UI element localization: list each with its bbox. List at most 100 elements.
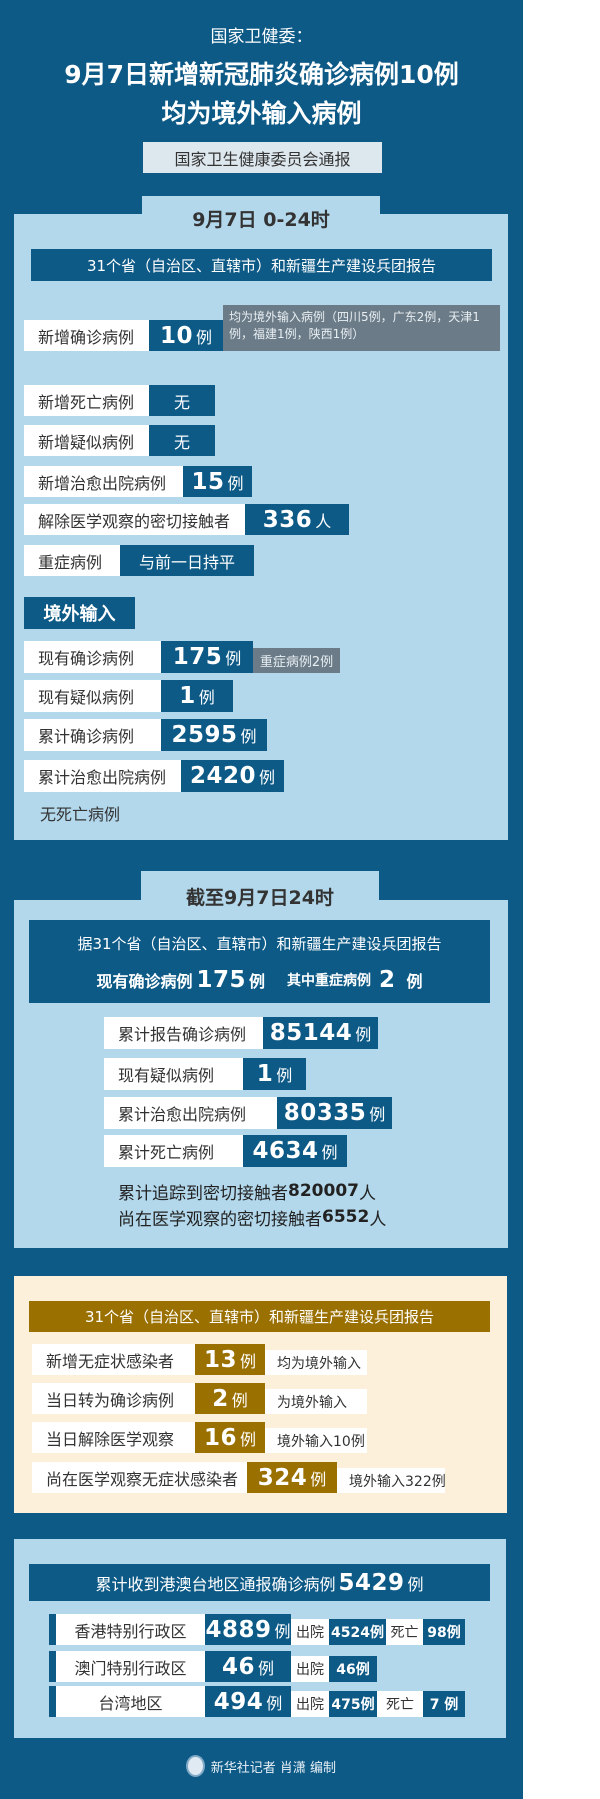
cumulative-row-3-value: 4634 例 — [243, 1135, 347, 1167]
hmt-discharged-label-2-text: 出院 — [296, 1697, 324, 1713]
asymptomatic-row-0-label-text: 新增无症状感染者 — [46, 1351, 175, 1371]
new-confirmed-label: 新增确诊病例 — [24, 320, 149, 351]
current-value: 175 — [196, 967, 246, 993]
asymptomatic-row-3-value-number: 324 — [257, 1464, 308, 1491]
cumulative-row-2-label: 累计治愈出院病例 — [104, 1097, 277, 1129]
daily-row-4-value-unit: 人 — [315, 511, 332, 531]
hmt-bar-text: 累计收到港澳台地区通报确诊病例 — [95, 1574, 336, 1594]
daily-row-3-value: 15 例 — [183, 466, 252, 497]
import-row-3-value-unit: 例 — [259, 768, 276, 787]
import-row-2-value-number: 2595 — [171, 722, 238, 748]
daily-row-4-label-text: 解除医学观察的密切接触者 — [38, 511, 231, 531]
hmt-discharged-0: 4524例 — [329, 1619, 386, 1645]
daily-row-2-value-number: 无 — [173, 432, 190, 452]
new-confirmed-note-text: 均为境外输入病例（四川5例，广东2例，天津1例，福建1例，陕西1例） — [229, 310, 480, 341]
asymptomatic-row-3-value-unit: 例 — [310, 1469, 327, 1489]
asymptomatic-row-0-value-unit: 例 — [240, 1351, 257, 1371]
current-label: 现有确诊病例 — [96, 972, 193, 991]
traced-text: 累计追踪到密切接触者 — [118, 1183, 288, 1204]
cumulative-row-0-value-unit: 例 — [355, 1025, 372, 1044]
import-row-0-value-number: 175 — [172, 644, 223, 670]
daily-row-5-value-number: 与前一日持平 — [138, 552, 235, 572]
daily-row-4-value-number: 336 — [262, 506, 313, 533]
hmt-region-2-text: 台湾地区 — [98, 1693, 163, 1713]
import-row-0-label: 现有确诊病例 — [24, 641, 161, 673]
asymptomatic-note-2-text: 境外输入10例 — [277, 1433, 365, 1450]
import-row-1-value-unit: 例 — [198, 688, 215, 707]
asymptomatic-row-2-value: 16 例 — [195, 1422, 265, 1453]
hmt-discharged-label-2: 出院 — [291, 1691, 329, 1717]
source-label-text: 国家卫生健康委员会通报 — [174, 149, 351, 169]
hmt-row-stripe — [49, 1686, 56, 1717]
asymptomatic-row-1-label: 当日转为确诊病例 — [32, 1383, 195, 1414]
hmt-region-1-text: 澳门特别行政区 — [74, 1658, 187, 1678]
daily-row-1-value-number: 无 — [173, 392, 190, 412]
new-confirmed-label-text: 新增确诊病例 — [38, 327, 135, 347]
hmt-region-0-text: 香港特别行政区 — [74, 1621, 187, 1641]
hmt-region-2: 台湾地区 — [56, 1686, 205, 1717]
hmt-bar-value: 5429 — [338, 1569, 405, 1596]
severe-label: 其中重症病例 — [287, 973, 371, 989]
hmt-value-number: 494 — [213, 1688, 264, 1715]
daily-report-bar-text: 31个省（自治区、直辖市）和新疆生产建设兵团报告 — [86, 256, 437, 275]
hmt-discharged-0-text: 4524例 — [331, 1625, 384, 1641]
cumulative-row-3-value-unit: 例 — [321, 1143, 338, 1162]
header-kicker: 国家卫健委： — [0, 20, 523, 48]
import-heading: 境外输入 — [24, 597, 135, 629]
daily-report-bar: 31个省（自治区、直辖市）和新疆生产建设兵团报告 — [31, 249, 492, 281]
daily-row-3-label-text: 新增治愈出院病例 — [38, 473, 167, 493]
daily-row-3-value-number: 15 — [191, 468, 225, 495]
asymptomatic-note-3-text: 境外输入322例 — [349, 1473, 446, 1490]
cumulative-row-3-label-text: 累计死亡病例 — [118, 1143, 215, 1162]
asymptomatic-row-1-label-text: 当日转为确诊病例 — [46, 1390, 175, 1410]
daily-tab — [142, 196, 380, 216]
import-row-1-label: 现有疑似病例 — [24, 680, 161, 712]
asymptomatic-row-2-value-number: 16 — [203, 1424, 237, 1451]
hmt-discharged-1-text: 46例 — [336, 1662, 370, 1678]
cumulative-row-1-label-text: 现有疑似病例 — [118, 1066, 215, 1085]
daily-row-5-label: 重症病例 — [24, 545, 120, 576]
asymptomatic-row-1-value-number: 2 — [212, 1385, 229, 1412]
import-row-0-label-text: 现有确诊病例 — [38, 649, 135, 668]
cumulative-tab-title: 截至9月7日24时 — [141, 880, 379, 912]
daily-row-4-value: 336 人 — [245, 504, 349, 535]
asymptomatic-row-0-value-number: 13 — [203, 1346, 237, 1373]
daily-row-2-value: 无 — [149, 425, 215, 456]
asymptomatic-note-3: 境外输入322例 — [337, 1468, 446, 1493]
import-severe-note-text: 重症病例2例 — [259, 655, 334, 670]
severe-unit: 例 — [406, 972, 423, 991]
daily-row-1-value: 无 — [149, 385, 215, 416]
current-unit: 例 — [248, 972, 265, 991]
hmt-discharged-1: 46例 — [329, 1656, 377, 1682]
cumulative-row-2-value-number: 80335 — [283, 1100, 367, 1126]
cumulative-row-0-label: 累计报告确诊病例 — [104, 1017, 263, 1049]
hmt-region-1: 澳门特别行政区 — [56, 1651, 205, 1682]
new-confirmed-value-number: 10 — [159, 322, 193, 349]
hmt-discharged-label-1-text: 出院 — [296, 1662, 324, 1678]
page-title-line2-text: 均为境外输入病例 — [161, 99, 362, 128]
asymptomatic-row-2-value-unit: 例 — [240, 1429, 257, 1449]
hmt-deaths-label-0: 死亡 — [386, 1619, 423, 1645]
cumulative-row-0-value: 85144 例 — [263, 1017, 378, 1049]
cumulative-bar-line1-text: 据31个省（自治区、直辖市）和新疆生产建设兵团报告 — [77, 934, 442, 953]
hmt-deaths-label-2: 死亡 — [377, 1691, 423, 1717]
cumulative-bar — [29, 920, 490, 1003]
hmt-discharged-label-1: 出院 — [291, 1656, 329, 1682]
hmt-deaths-2-text: 7 例 — [429, 1697, 459, 1713]
import-row-2-value-unit: 例 — [240, 727, 257, 746]
hmt-discharged-2-text: 475例 — [331, 1697, 375, 1713]
infographic: 国家卫健委： 9月7日新增新冠肺炎确诊病例10例 均为境外输入病例 国家卫生健康委员会… — [0, 0, 523, 1799]
asymptomatic-note-0-text: 均为境外输入 — [277, 1355, 361, 1372]
cumulative-row-1-value-number: 1 — [256, 1061, 274, 1087]
asymptomatic-row-2-label: 当日解除医学观察 — [32, 1422, 195, 1453]
asymptomatic-note-1: 为境外输入 — [265, 1389, 367, 1414]
daily-row-3-value-unit: 例 — [227, 473, 244, 493]
cumulative-row-1-label: 现有疑似病例 — [104, 1058, 243, 1090]
asymptomatic-row-0-value: 13 例 — [195, 1344, 265, 1375]
hmt-value-unit: 例 — [274, 1621, 291, 1641]
severe-value: 2 — [379, 967, 396, 993]
cumulative-row-2-label-text: 累计治愈出院病例 — [118, 1105, 247, 1124]
hmt-value-unit: 例 — [258, 1658, 275, 1678]
